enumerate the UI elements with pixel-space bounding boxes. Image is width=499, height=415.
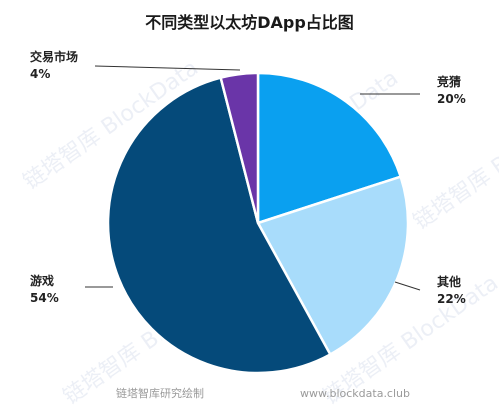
watermark-text: 链塔智库 BlockData bbox=[409, 96, 499, 235]
footer-source: 链塔智库研究绘制 bbox=[116, 386, 204, 400]
pie-slice-2 bbox=[256, 175, 410, 357]
pie-slice-1 bbox=[256, 71, 403, 225]
slice-label-percent: 4% bbox=[30, 67, 50, 81]
slice-label-name: 竞猜 bbox=[437, 74, 461, 89]
chart-title: 不同类型以太坊DApp占比图 bbox=[145, 13, 354, 32]
pie-slice-4 bbox=[219, 71, 260, 224]
leader-lines bbox=[85, 65, 421, 291]
leader-line-4 bbox=[94, 65, 241, 71]
slice-label-percent: 22% bbox=[437, 292, 466, 306]
footer-url: www.blockdata.club bbox=[300, 387, 410, 400]
pie-slice-3 bbox=[106, 76, 332, 375]
slice-label-percent: 20% bbox=[437, 92, 466, 106]
slice-label-name: 交易市场 bbox=[30, 49, 78, 64]
pie-slices bbox=[106, 71, 410, 375]
slice-labels: 竞猜 20% 其他 22% 游戏 54% 交易市场 4% bbox=[30, 49, 466, 306]
slice-label-name: 其他 bbox=[437, 274, 461, 289]
leader-line-2 bbox=[394, 281, 421, 291]
slice-label-percent: 54% bbox=[30, 291, 59, 305]
slice-label-name: 游戏 bbox=[30, 273, 54, 288]
